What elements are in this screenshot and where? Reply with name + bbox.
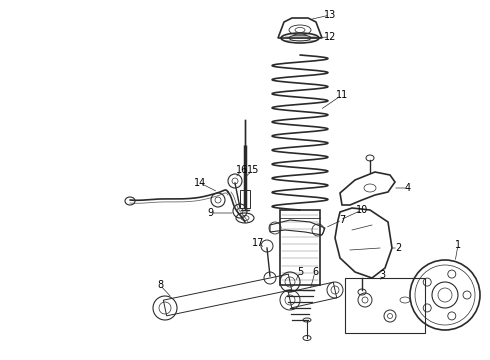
Bar [280,210,320,285]
Text: 8: 8 [157,280,163,290]
Text: 9: 9 [207,208,213,218]
Text: 1: 1 [455,240,461,250]
Bar [345,278,425,333]
Text: 10: 10 [356,205,368,215]
Text: 12: 12 [324,32,336,42]
Text: 3: 3 [379,270,385,280]
Text: 6: 6 [312,267,318,277]
Text: 17: 17 [252,238,264,248]
Text: 13: 13 [324,10,336,20]
Text: 7: 7 [339,215,345,225]
Text: 15: 15 [247,165,259,175]
Text: 11: 11 [336,90,348,100]
Bar [240,190,250,208]
Text: 4: 4 [405,183,411,193]
Text: 14: 14 [194,178,206,188]
Text: 2: 2 [395,243,401,253]
Text: 16: 16 [236,165,248,175]
Text: 5: 5 [297,267,303,277]
